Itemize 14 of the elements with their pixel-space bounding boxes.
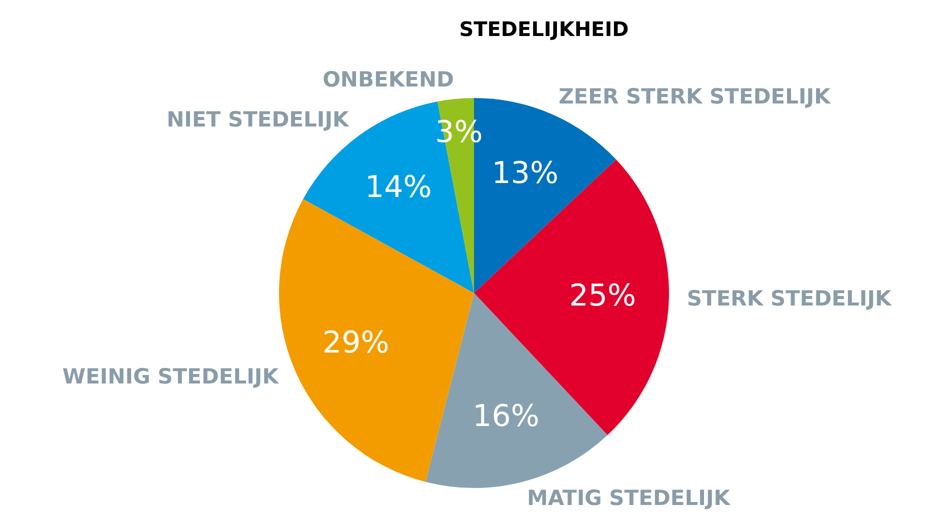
slice-label: STERK STEDELIJK — [686, 286, 892, 310]
chart-title: STEDELIJKHEID — [459, 17, 629, 41]
data-label: 16% — [472, 398, 540, 434]
slice-label: ONBEKEND — [322, 68, 454, 92]
data-label: 13% — [492, 156, 558, 192]
pie-slice — [474, 160, 669, 436]
slice-label: NIET STEDELIJK — [166, 107, 350, 132]
data-label: 25% — [569, 278, 636, 314]
pie-slice — [279, 199, 474, 482]
slice-label: ZEER STERK STEDELIJK — [558, 84, 832, 108]
slice-label: MATIG STEDELIJK — [526, 486, 731, 510]
slice-label: WEINIG STEDELIJK — [62, 364, 280, 388]
data-label: 29% — [322, 325, 390, 360]
data-label: 14% — [365, 170, 432, 206]
